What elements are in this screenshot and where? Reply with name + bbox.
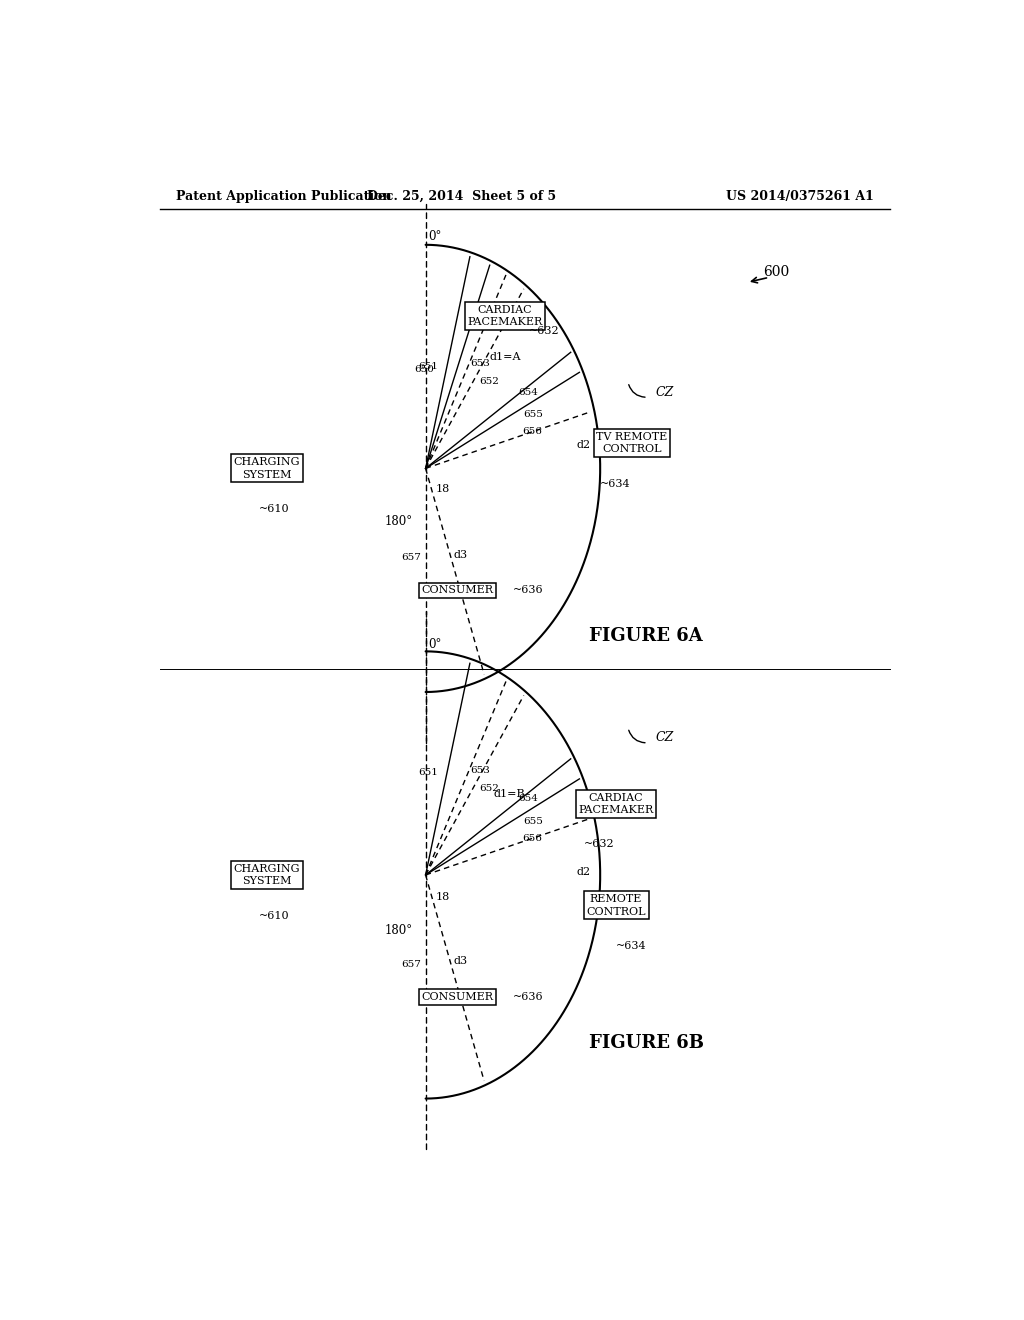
Text: 655: 655 bbox=[523, 411, 544, 420]
Text: 652: 652 bbox=[479, 378, 500, 387]
Text: d1=B: d1=B bbox=[494, 788, 524, 799]
Text: 654: 654 bbox=[518, 795, 539, 804]
Text: US 2014/0375261 A1: US 2014/0375261 A1 bbox=[726, 190, 873, 202]
Text: 18: 18 bbox=[436, 483, 451, 494]
Text: 653: 653 bbox=[471, 766, 490, 775]
Text: d2: d2 bbox=[577, 867, 591, 876]
Text: 653: 653 bbox=[471, 359, 490, 368]
Text: 651: 651 bbox=[418, 768, 438, 777]
Text: 650: 650 bbox=[415, 366, 434, 375]
Text: Dec. 25, 2014  Sheet 5 of 5: Dec. 25, 2014 Sheet 5 of 5 bbox=[367, 190, 556, 202]
Text: CHARGING
SYSTEM: CHARGING SYSTEM bbox=[233, 457, 300, 479]
Text: FIGURE 6A: FIGURE 6A bbox=[590, 627, 703, 645]
Text: ~610: ~610 bbox=[259, 504, 290, 513]
Text: d1=A: d1=A bbox=[489, 351, 520, 362]
Text: ~610: ~610 bbox=[259, 911, 290, 920]
Text: 655: 655 bbox=[523, 817, 544, 826]
Text: TV REMOTE
CONTROL: TV REMOTE CONTROL bbox=[596, 432, 668, 454]
Text: ~634: ~634 bbox=[616, 941, 647, 952]
Text: 18: 18 bbox=[436, 892, 451, 903]
Text: CZ: CZ bbox=[655, 385, 674, 399]
Text: ~632: ~632 bbox=[528, 326, 559, 337]
Text: 651: 651 bbox=[418, 362, 438, 371]
Text: 657: 657 bbox=[400, 553, 421, 562]
Text: d3: d3 bbox=[454, 957, 468, 966]
Text: REMOTE
CONTROL: REMOTE CONTROL bbox=[587, 894, 646, 916]
Text: CONSUMER: CONSUMER bbox=[421, 585, 494, 595]
Text: ~634: ~634 bbox=[600, 479, 631, 488]
Text: CONSUMER: CONSUMER bbox=[421, 991, 494, 1002]
Text: d2: d2 bbox=[577, 440, 591, 450]
Text: ~632: ~632 bbox=[585, 840, 615, 850]
Text: 654: 654 bbox=[518, 388, 539, 397]
Text: CZ: CZ bbox=[655, 731, 674, 744]
Text: 180°: 180° bbox=[384, 515, 413, 528]
Text: 0°: 0° bbox=[428, 638, 441, 651]
Text: d3: d3 bbox=[454, 550, 468, 560]
Text: ~636: ~636 bbox=[513, 991, 544, 1002]
Text: Patent Application Publication: Patent Application Publication bbox=[176, 190, 391, 202]
Text: 657: 657 bbox=[400, 960, 421, 969]
Text: FIGURE 6B: FIGURE 6B bbox=[589, 1034, 703, 1052]
Text: 652: 652 bbox=[479, 784, 500, 793]
Text: ~636: ~636 bbox=[513, 585, 544, 595]
Text: 0°: 0° bbox=[428, 230, 441, 243]
Text: 656: 656 bbox=[522, 833, 542, 842]
Text: CARDIAC
PACEMAKER: CARDIAC PACEMAKER bbox=[579, 792, 653, 814]
Text: 180°: 180° bbox=[384, 924, 413, 937]
Text: CARDIAC
PACEMAKER: CARDIAC PACEMAKER bbox=[467, 305, 543, 327]
Text: CHARGING
SYSTEM: CHARGING SYSTEM bbox=[233, 863, 300, 886]
Text: 656: 656 bbox=[522, 426, 542, 436]
Text: 600: 600 bbox=[763, 265, 790, 280]
